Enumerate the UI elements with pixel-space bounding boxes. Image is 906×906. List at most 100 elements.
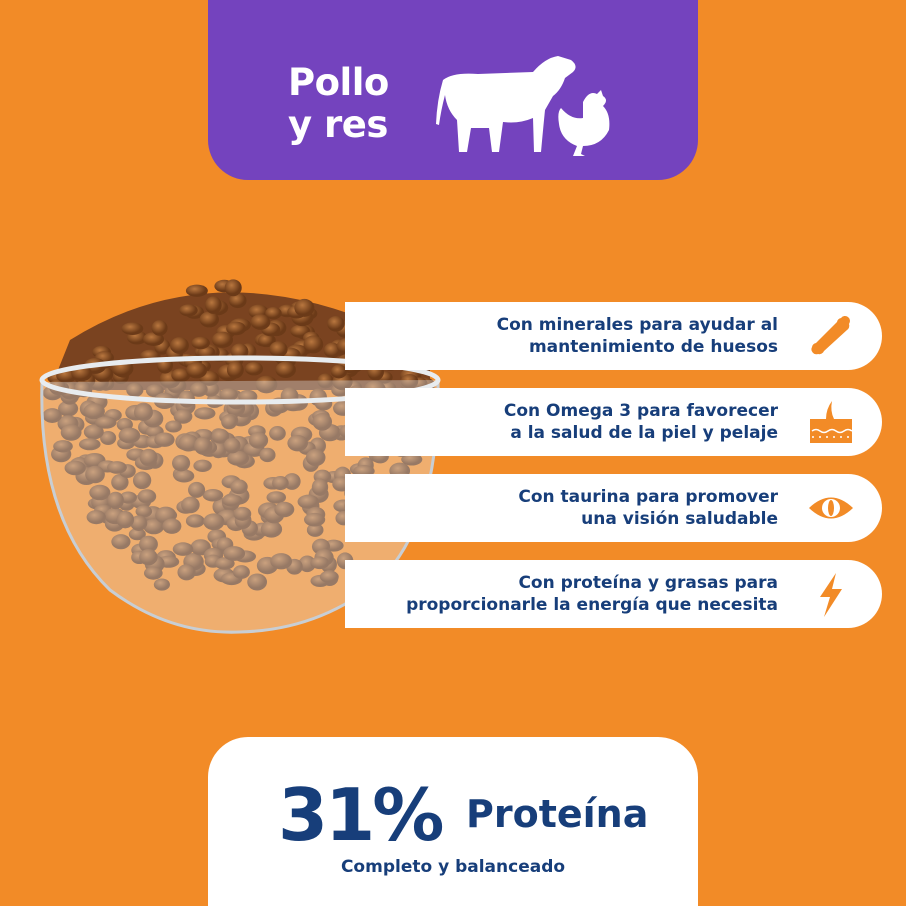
kibble: [177, 564, 196, 581]
kibble: [266, 491, 287, 504]
kibble: [178, 434, 199, 452]
kibble: [172, 542, 194, 556]
kibble: [232, 565, 250, 579]
kibble: [226, 361, 244, 379]
kibble: [100, 430, 117, 445]
kibble: [132, 471, 152, 490]
kibble: [116, 510, 135, 529]
kibble: [244, 362, 264, 376]
kibble: [274, 501, 295, 518]
kibble: [298, 555, 316, 573]
kibble: [258, 333, 275, 348]
protein-subtitle: Completo y balanceado: [340, 857, 566, 877]
eye-icon: [809, 497, 853, 519]
kibble: [121, 322, 144, 335]
flavor-banner: Pollo y res: [208, 0, 698, 180]
kibble: [265, 306, 282, 320]
kibble: [294, 298, 315, 317]
kibble: [223, 546, 246, 561]
kibble: [171, 368, 191, 383]
benefit-bones: Con minerales para ayudar al mantenimien…: [345, 302, 882, 370]
flavor-line-1: Pollo: [288, 61, 389, 104]
kibble: [162, 518, 182, 534]
kibble: [137, 489, 157, 504]
kibble: [228, 293, 247, 309]
flavor-line-2: y res: [288, 103, 388, 146]
kibble: [202, 489, 224, 502]
kibble: [312, 412, 333, 431]
kibble: [83, 403, 105, 420]
kibble: [130, 515, 148, 531]
kibble: [223, 437, 241, 454]
kibble: [214, 557, 235, 570]
kibble: [128, 528, 146, 541]
kibble: [194, 436, 211, 455]
kibble: [401, 453, 423, 466]
kibble: [173, 409, 193, 424]
kibble: [224, 279, 242, 297]
kibble: [172, 454, 191, 472]
kibble: [211, 331, 234, 348]
kibble: [189, 382, 208, 397]
protein-card: 31% Proteína Completo y balanceado: [208, 737, 698, 906]
kibble: [53, 440, 73, 453]
kibble: [58, 400, 79, 417]
kibble: [94, 416, 117, 429]
kibble: [143, 566, 163, 580]
kibble: [111, 474, 129, 491]
kibble: [303, 335, 324, 354]
kibble: [133, 403, 153, 422]
kibble: [400, 373, 419, 389]
kibble: [260, 520, 283, 538]
kibble: [170, 337, 189, 354]
kibble: [143, 518, 165, 535]
kibble: [151, 320, 168, 336]
kibble: [126, 383, 144, 398]
kibble: [107, 491, 124, 510]
kibble: [154, 432, 175, 447]
protein-label: Proteína: [466, 792, 649, 836]
kibble: [111, 534, 131, 550]
kibble: [317, 373, 334, 389]
kibble: [185, 514, 205, 528]
kibble: [78, 438, 101, 451]
kibble: [297, 494, 320, 509]
kibble: [221, 494, 243, 507]
kibble: [305, 448, 326, 467]
benefit-text: Con minerales para ayudar al mantenimien…: [496, 315, 778, 357]
kibble: [89, 484, 111, 501]
kibble: [173, 469, 195, 483]
benefit-skin: Con Omega 3 para favorecer a la salud de…: [345, 388, 882, 456]
cow-chicken-icon: [436, 56, 610, 156]
kibble: [86, 510, 106, 525]
kibble: [199, 311, 219, 328]
kibble: [226, 321, 246, 336]
lightning-icon: [820, 573, 842, 617]
kibble: [203, 513, 225, 531]
kibble: [230, 479, 248, 495]
protein-percent: 31%: [278, 773, 444, 857]
kibble: [330, 364, 347, 379]
kibble: [272, 476, 289, 491]
kibble: [85, 465, 105, 484]
kibble: [311, 478, 329, 496]
benefit-text: Con Omega 3 para favorecer a la salud de…: [503, 401, 778, 443]
kibble: [211, 428, 230, 444]
chicken-icon: [558, 90, 610, 156]
kibble: [165, 420, 182, 433]
kibble: [188, 481, 206, 498]
kibble: [205, 296, 222, 314]
kibble: [250, 314, 271, 330]
kibble: [185, 284, 208, 297]
kibble: [233, 506, 252, 521]
kibble: [310, 556, 330, 570]
kibble: [107, 461, 127, 474]
kibble: [319, 570, 339, 584]
benefit-text: Con proteína y grasas para proporcionarl…: [406, 573, 778, 615]
kibble: [118, 427, 141, 444]
kibble: [275, 361, 296, 378]
kibble: [247, 573, 268, 591]
kibble: [227, 450, 250, 466]
kibble: [139, 535, 158, 553]
skin-hair-icon: [810, 401, 853, 443]
